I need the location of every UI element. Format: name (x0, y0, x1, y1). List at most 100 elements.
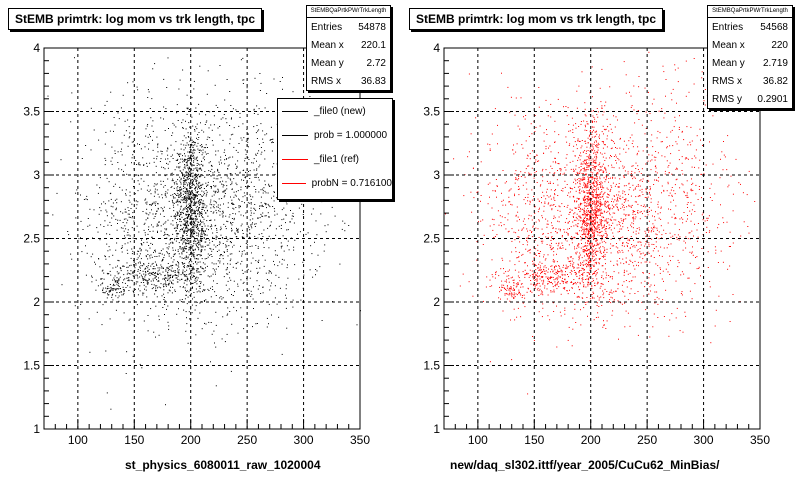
data-point (547, 271, 549, 273)
data-point (265, 192, 267, 194)
data-point (677, 168, 678, 170)
data-point (186, 317, 187, 319)
data-point (622, 167, 624, 169)
data-point (514, 264, 516, 266)
data-point (199, 254, 201, 255)
data-point (472, 295, 474, 297)
data-point (113, 117, 115, 118)
data-point (519, 241, 521, 243)
data-point (535, 221, 537, 223)
data-point (339, 263, 341, 265)
data-point (155, 184, 157, 186)
data-point (653, 274, 655, 276)
data-point (253, 169, 255, 171)
data-point (586, 146, 588, 148)
data-point (255, 176, 257, 178)
data-point (642, 258, 644, 260)
data-point (131, 217, 133, 219)
data-point (192, 266, 194, 268)
data-point (164, 130, 166, 131)
data-point (183, 198, 185, 200)
data-point (630, 288, 632, 290)
data-point (187, 216, 188, 218)
data-point (593, 239, 594, 241)
data-point (185, 311, 187, 313)
data-point (205, 153, 207, 155)
data-point (256, 267, 258, 269)
data-point (243, 137, 245, 139)
data-point (235, 182, 237, 184)
data-point (612, 212, 614, 214)
data-point (555, 189, 556, 191)
data-point (156, 183, 158, 185)
data-point (116, 271, 118, 273)
data-point (595, 190, 597, 192)
data-point (191, 164, 193, 166)
data-point (111, 296, 113, 298)
data-point (517, 257, 519, 258)
data-point (111, 163, 113, 165)
data-point (181, 299, 183, 300)
data-point (678, 239, 680, 241)
data-point (698, 266, 700, 268)
data-point (260, 196, 262, 198)
data-point (131, 157, 133, 159)
data-point (610, 302, 612, 304)
data-point (596, 302, 598, 304)
data-point (592, 121, 593, 123)
data-point (585, 183, 587, 185)
data-point (166, 266, 168, 268)
data-point (180, 181, 182, 183)
data-point (545, 236, 547, 238)
data-point (241, 179, 242, 181)
data-point (167, 272, 169, 274)
data-point (143, 164, 145, 166)
data-point (259, 217, 261, 219)
data-point (589, 202, 591, 204)
data-point (681, 162, 683, 164)
data-point (260, 238, 262, 240)
data-point (241, 316, 243, 318)
data-point (184, 197, 186, 199)
data-point (251, 252, 252, 254)
data-point (637, 185, 639, 187)
data-point (567, 228, 569, 230)
data-point (664, 156, 666, 158)
data-point (137, 201, 139, 203)
data-point (172, 132, 174, 134)
data-point (213, 330, 215, 332)
data-point (640, 244, 642, 246)
data-point (191, 187, 193, 188)
y-tick-label: 4 (33, 41, 40, 55)
data-point (621, 303, 623, 305)
data-point (281, 263, 283, 265)
data-point (258, 108, 260, 110)
data-point (213, 200, 215, 202)
data-point (620, 207, 622, 209)
data-point (135, 207, 137, 209)
data-point (175, 249, 176, 251)
data-point (220, 254, 222, 255)
data-point (129, 241, 131, 243)
data-point (589, 216, 591, 218)
data-point (587, 186, 589, 188)
data-point (639, 229, 641, 231)
data-point (196, 271, 198, 273)
data-point (600, 201, 602, 203)
data-point (588, 199, 590, 201)
data-point (604, 144, 606, 146)
data-point (677, 234, 679, 236)
data-point (611, 278, 613, 280)
data-point (483, 300, 484, 302)
data-point (186, 269, 188, 271)
data-point (190, 253, 192, 255)
data-point (188, 242, 190, 244)
data-point (243, 179, 245, 181)
data-point (203, 131, 205, 133)
data-point (144, 279, 146, 281)
data-point (579, 254, 581, 256)
data-point (99, 266, 101, 268)
data-point (632, 211, 634, 213)
data-point (151, 288, 153, 290)
data-point (602, 271, 604, 273)
